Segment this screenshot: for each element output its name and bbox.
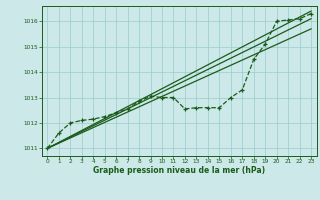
- X-axis label: Graphe pression niveau de la mer (hPa): Graphe pression niveau de la mer (hPa): [93, 166, 265, 175]
